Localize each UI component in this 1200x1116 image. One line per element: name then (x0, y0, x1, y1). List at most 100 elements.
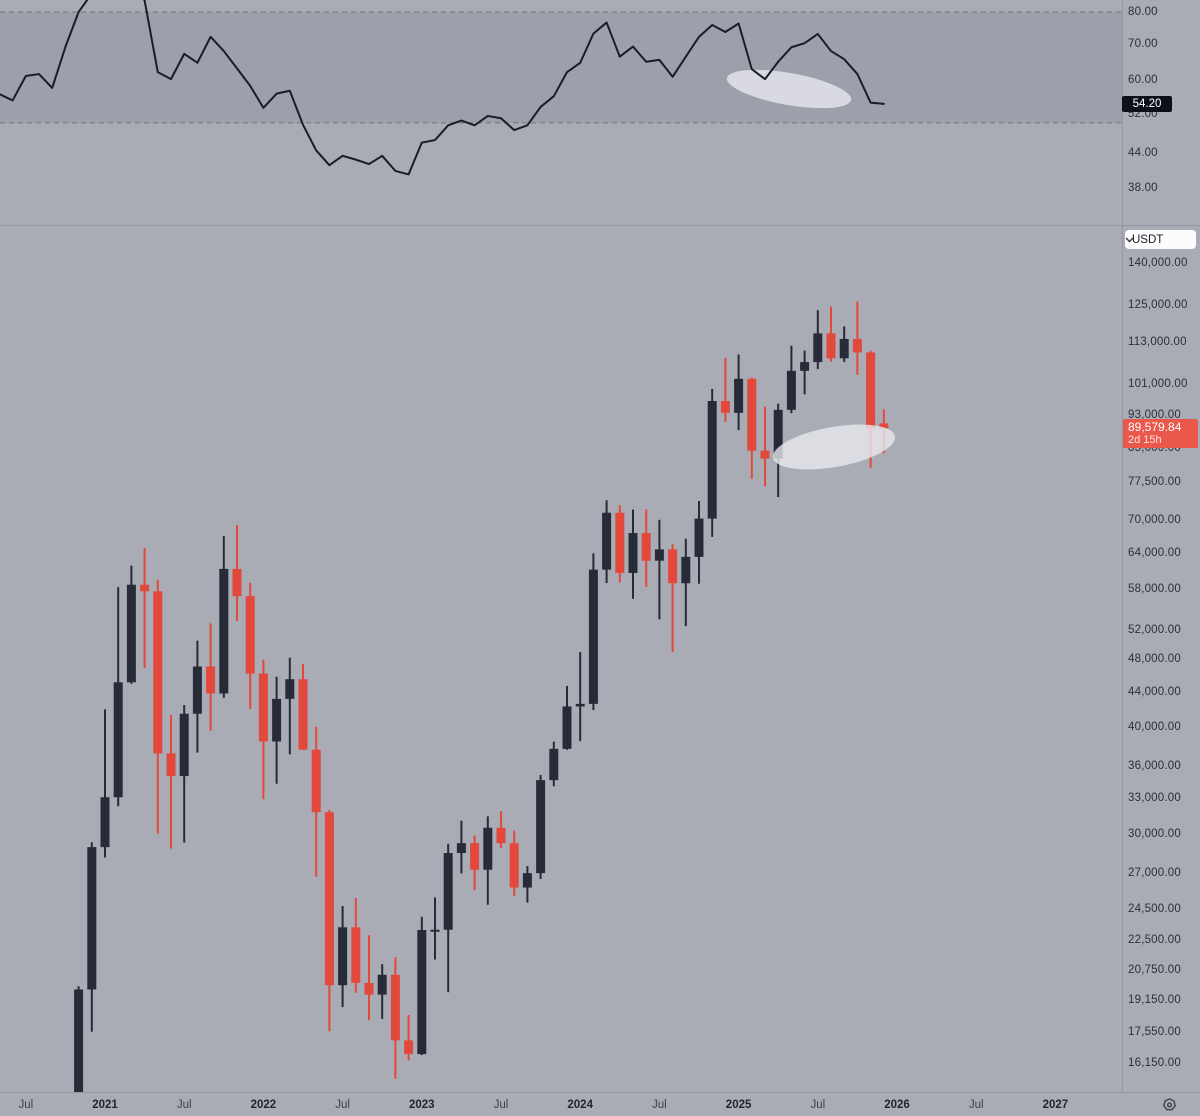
scale-tick-label: 40,000.00 (1128, 721, 1181, 734)
candle-body (338, 927, 348, 986)
time-axis-label: Jul (652, 1099, 667, 1111)
time-axis-label: 2026 (884, 1099, 910, 1111)
candle-body (100, 797, 110, 848)
time-axis-label: Jul (810, 1099, 826, 1111)
candle-body (311, 749, 321, 813)
highlight-ellipse (726, 69, 852, 109)
candle-body (866, 352, 876, 429)
candle-wick (724, 357, 727, 422)
time-axis-label: 2021 (92, 1099, 118, 1111)
scale-tick-label: 60.00 (1128, 73, 1158, 86)
candle-body (522, 873, 532, 888)
currency-select[interactable]: USDT (1125, 230, 1196, 249)
candle-body (694, 518, 704, 557)
candle-body (536, 780, 546, 874)
candle-body (483, 827, 493, 870)
candle-body (113, 682, 123, 798)
candle-body (654, 549, 664, 561)
scale-tick-label: 70.00 (1128, 37, 1158, 50)
oscillator-line (0, 0, 885, 176)
time-axis-label: 2022 (250, 1099, 277, 1111)
time-axis-label: Jul (18, 1099, 34, 1111)
chevron-down-icon (1125, 237, 1134, 242)
settings-button[interactable] (1161, 1094, 1181, 1114)
candle-body (707, 401, 717, 519)
candle-body (839, 338, 849, 359)
candle-wick (170, 714, 172, 849)
scale-tick-label: 22,500.00 (1128, 934, 1181, 947)
scale-tick-label: 58,000.00 (1128, 583, 1181, 596)
candle-wick (434, 897, 436, 960)
candle-body (258, 673, 268, 742)
candle-body (681, 556, 691, 584)
indicator-value-badge: 54.20 (1122, 95, 1172, 112)
candle-body (588, 569, 598, 704)
candle-body (786, 370, 796, 410)
scale-tick-label: 101,000.00 (1128, 377, 1188, 390)
time-axis-label: 2023 (409, 1099, 435, 1111)
price-scale-border (1122, 0, 1123, 1092)
indicator-band (0, 12, 1122, 123)
candle-body (87, 847, 97, 990)
last-price-badge: 89,579.84 2d 15h (1123, 419, 1198, 449)
candle-body (602, 512, 612, 570)
candle-body (773, 409, 783, 459)
scale-tick-label: 48,000.00 (1128, 653, 1181, 666)
candle-wick (368, 935, 370, 1021)
candle-body (126, 584, 136, 683)
scale-tick-label: 20,750.00 (1128, 964, 1181, 977)
candle-wick (407, 1014, 410, 1061)
indicator-pane[interactable] (0, 0, 1122, 225)
candle-body (364, 982, 374, 995)
candle-body (456, 843, 466, 854)
candle-body (219, 568, 229, 694)
candle-body (245, 596, 255, 674)
scale-tick-label: 64,000.00 (1128, 546, 1181, 559)
candle-body (470, 843, 480, 870)
candle-wick (803, 350, 806, 395)
candle-body (668, 549, 678, 584)
scale-tick-label: 113,000.00 (1128, 336, 1187, 349)
candle-body (628, 533, 638, 573)
candle-wick (856, 301, 859, 375)
candle-body (760, 450, 770, 459)
scale-tick-label: 17,550.00 (1128, 1026, 1181, 1039)
candle-body (443, 853, 453, 930)
scale-tick-label: 38.00 (1128, 181, 1158, 194)
time-axis-label: Jul (493, 1099, 509, 1111)
price-pane[interactable] (0, 226, 1122, 1092)
time-axis-border (0, 1092, 1200, 1093)
time-axis-label: 2027 (1042, 1099, 1069, 1111)
scale-tick-label: 125,000.00 (1128, 298, 1188, 311)
highlight-ellipse (772, 424, 896, 470)
candle-body (166, 753, 176, 777)
scale-tick-label: 77,500.00 (1128, 476, 1181, 489)
scale-tick-label: 93,000.00 (1128, 408, 1181, 421)
candle-body (206, 666, 216, 694)
bar-countdown: 2d 15h (1128, 434, 1162, 447)
scale-tick-label: 36,000.00 (1128, 760, 1181, 773)
candle-body (641, 533, 651, 561)
candle-body (377, 974, 387, 995)
candle-wick (143, 548, 146, 668)
scale-tick-label: 16,150.00 (1128, 1056, 1181, 1069)
candle-body (74, 989, 84, 1092)
candle-body (852, 338, 862, 353)
candle-body (720, 401, 730, 413)
candle-body (351, 927, 361, 983)
candle-body (192, 666, 202, 714)
candle-body (575, 703, 585, 707)
candle-body (417, 929, 427, 1055)
candle-body (549, 748, 559, 781)
scale-tick-label: 27,000.00 (1128, 866, 1181, 879)
candle-body (390, 974, 400, 1041)
candle-body (813, 333, 823, 363)
pane-divider[interactable] (0, 225, 1200, 226)
candle-body (800, 362, 810, 371)
candle-body (272, 698, 282, 742)
candle-body (509, 843, 519, 888)
candle-body (324, 812, 334, 986)
scale-tick-label: 70,000.00 (1128, 513, 1181, 526)
time-axis-label: 2025 (725, 1099, 752, 1111)
